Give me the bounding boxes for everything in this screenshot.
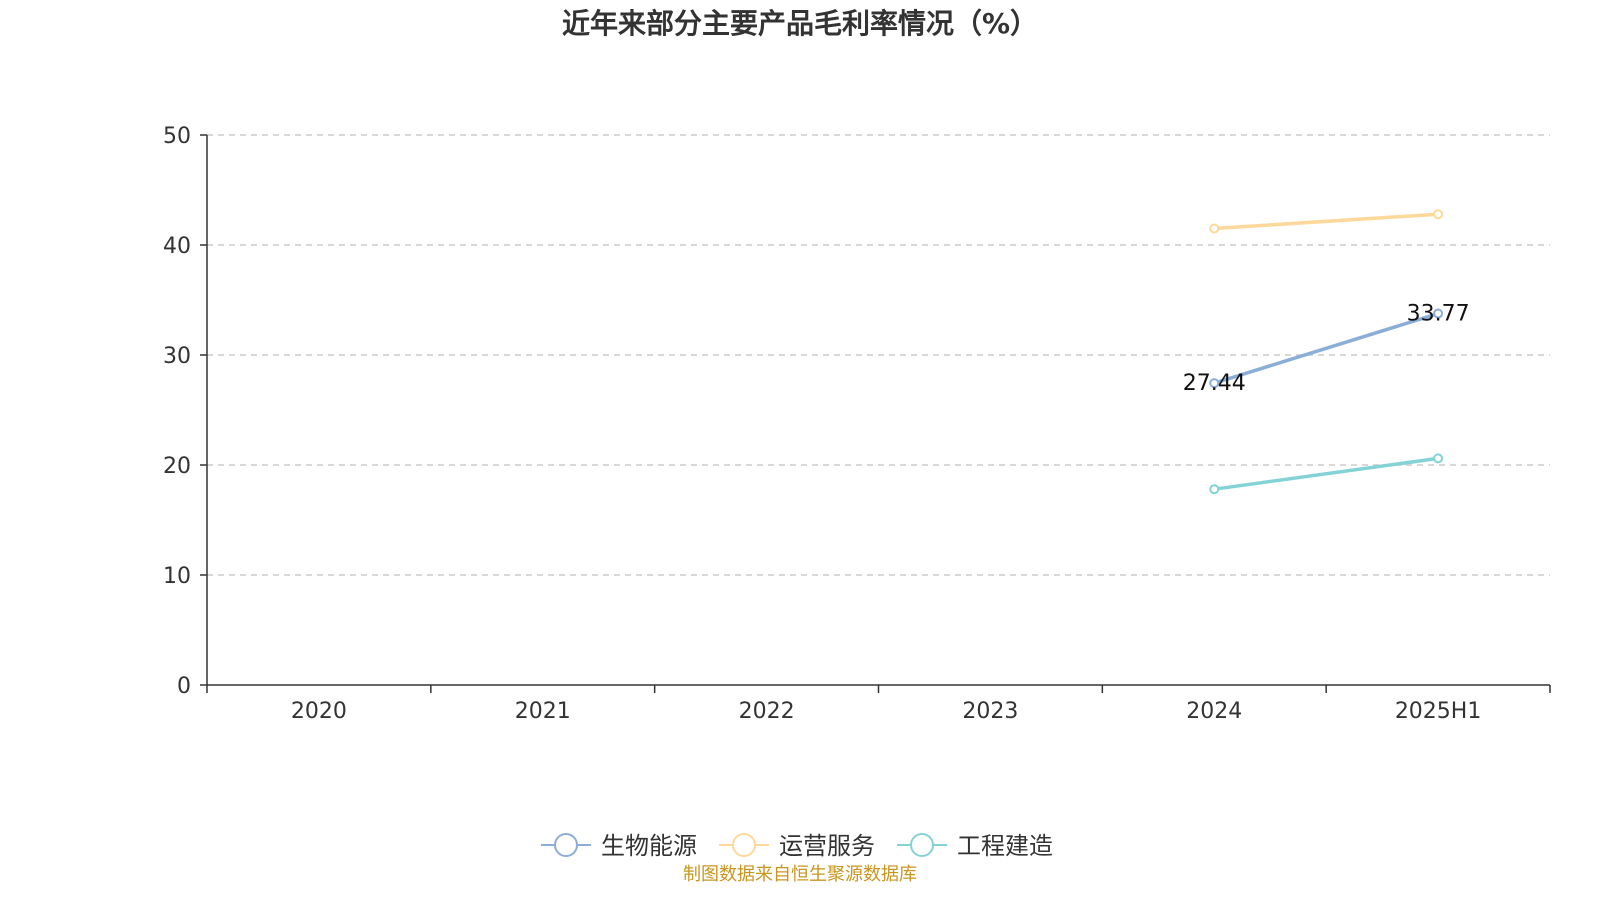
x-tick-label: 2020 xyxy=(291,699,347,724)
y-tick-label: 50 xyxy=(163,124,191,149)
y-tick-label: 0 xyxy=(177,674,191,699)
x-tick-label: 2021 xyxy=(515,699,571,724)
chart-title: 近年来部分主要产品毛利率情况（%） xyxy=(561,7,1039,40)
series-line xyxy=(1213,311,1439,385)
legend-label: 工程建造 xyxy=(957,832,1053,860)
x-tick-label: 2025H1 xyxy=(1395,699,1482,724)
x-tick-label: 2022 xyxy=(739,699,795,724)
data-point xyxy=(1433,308,1444,319)
data-point xyxy=(1209,223,1220,234)
y-tick-label: 10 xyxy=(163,564,191,589)
data-point xyxy=(1209,378,1220,389)
data-label: 27.44 xyxy=(1183,371,1246,396)
data-point xyxy=(1433,453,1444,464)
series-line xyxy=(1214,456,1439,491)
y-tick-label: 40 xyxy=(163,234,191,259)
data-point xyxy=(1209,484,1220,495)
y-tick-label: 30 xyxy=(163,344,191,369)
legend-marker xyxy=(910,833,934,857)
data-label: 33.77 xyxy=(1407,302,1470,327)
legend-label: 生物能源 xyxy=(601,832,697,860)
series-line xyxy=(1214,212,1439,231)
legend-marker xyxy=(554,833,578,857)
x-tick-label: 2023 xyxy=(962,699,1018,724)
x-tick-label: 2024 xyxy=(1186,699,1242,724)
y-tick-label: 20 xyxy=(163,454,191,479)
source-note: 制图数据来自恒生聚源数据库 xyxy=(683,864,917,885)
legend-label: 运营服务 xyxy=(779,832,875,860)
legend-marker xyxy=(732,833,756,857)
data-point xyxy=(1433,209,1444,220)
